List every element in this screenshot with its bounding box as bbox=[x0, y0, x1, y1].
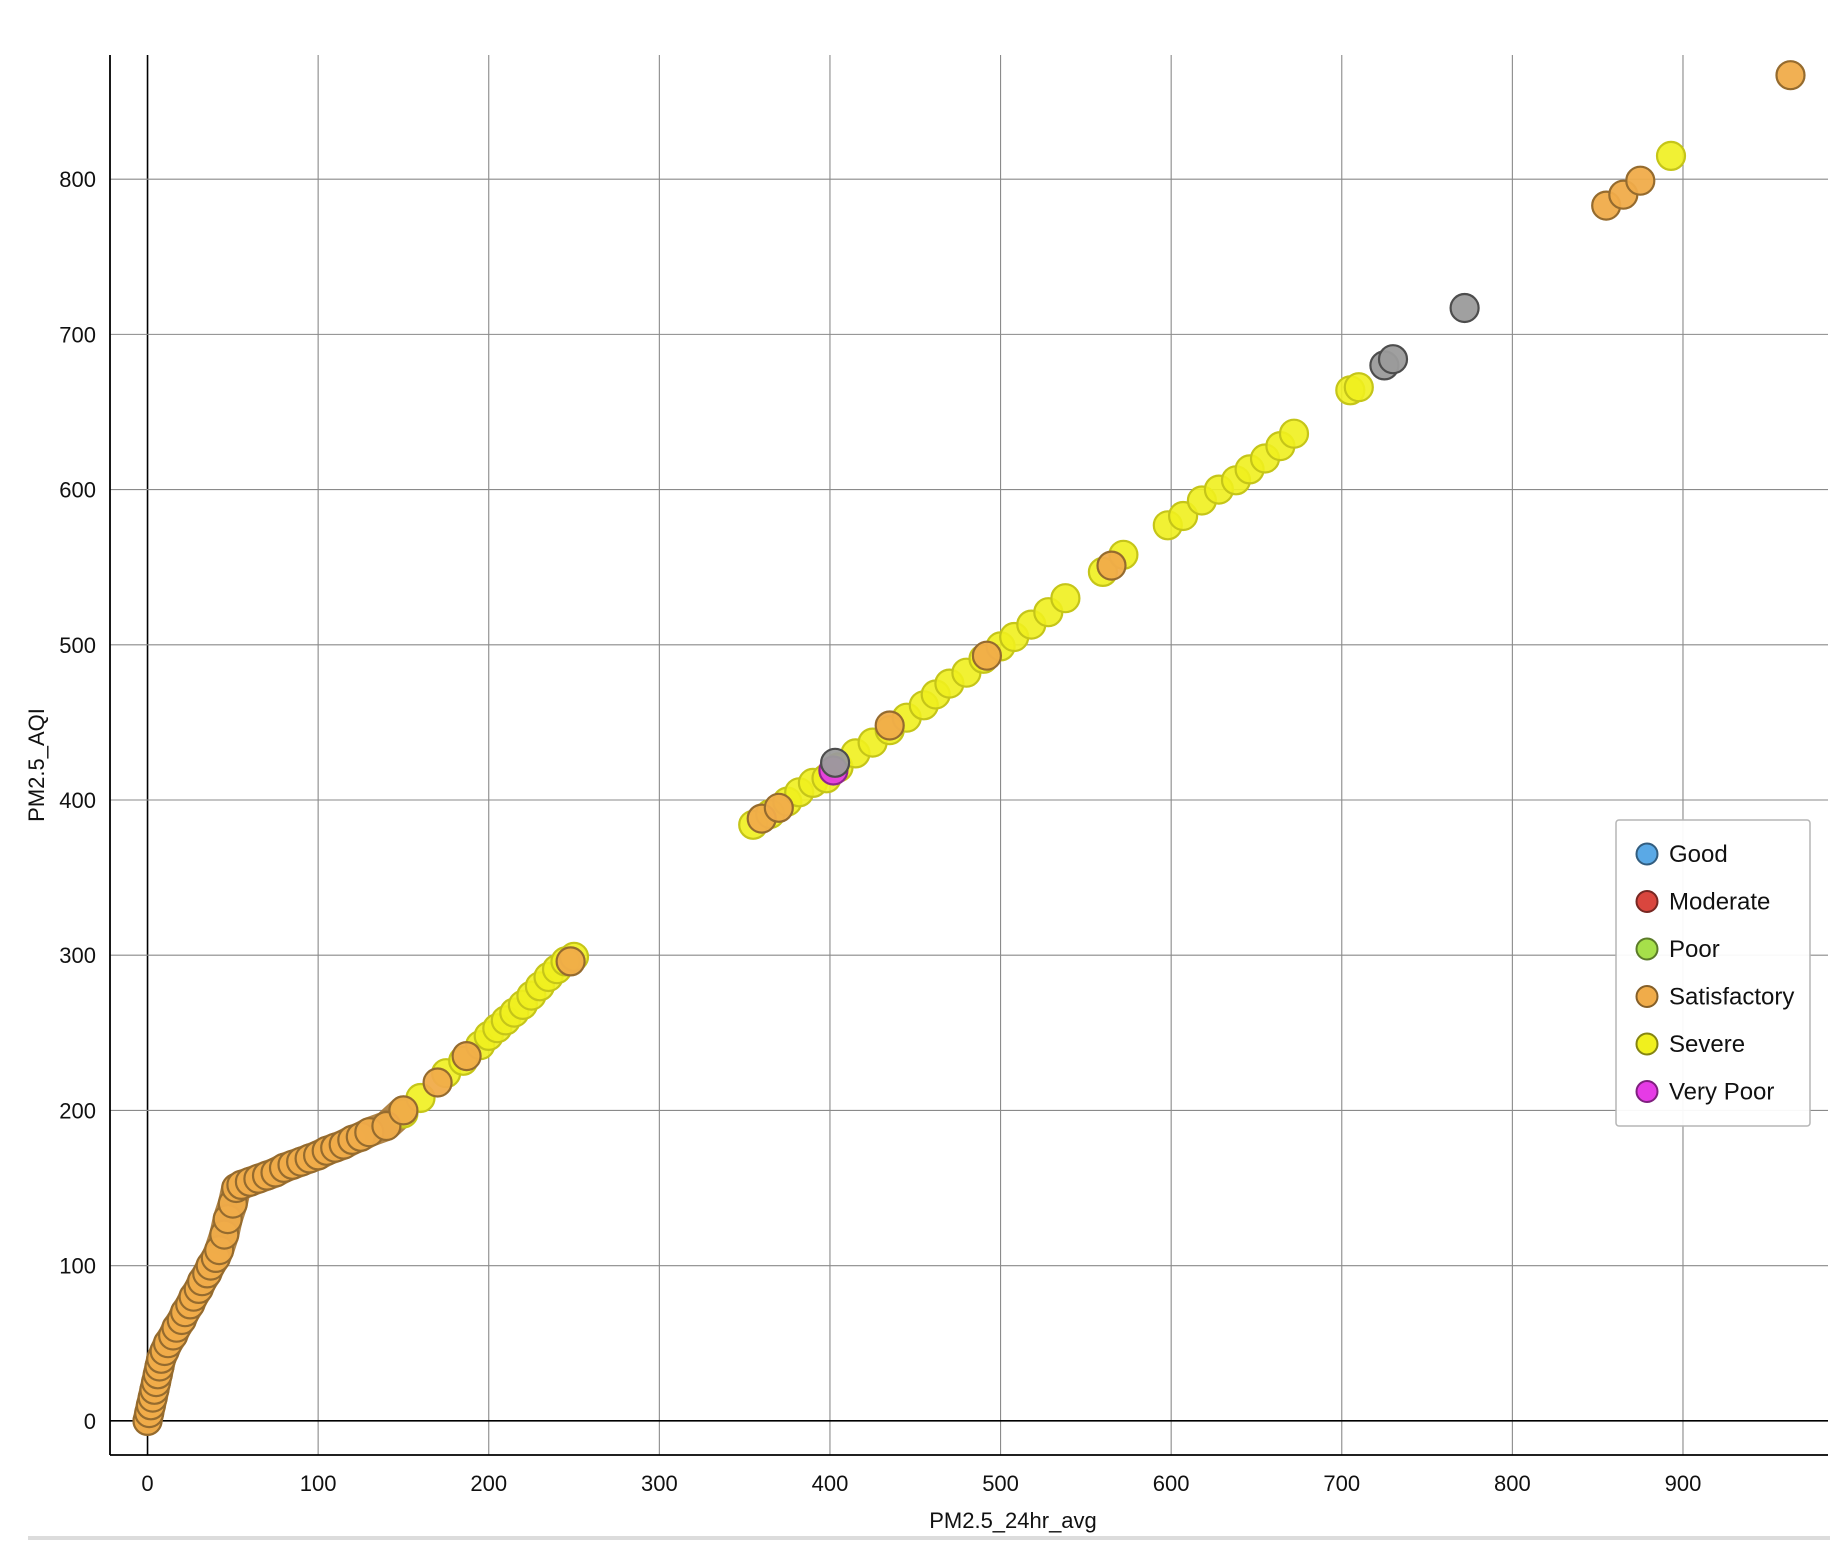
data-point-severe bbox=[1050, 583, 1081, 614]
axes bbox=[28, 55, 1830, 1540]
x-tick-label: 700 bbox=[1323, 1471, 1360, 1496]
legend-marker bbox=[1635, 842, 1659, 866]
data-point-other bbox=[1377, 344, 1409, 375]
x-tick-label: 0 bbox=[141, 1471, 153, 1496]
y-tick-label: 800 bbox=[59, 167, 96, 192]
legend-marker bbox=[1635, 985, 1659, 1008]
data-point-satisfactory bbox=[1096, 550, 1127, 581]
y-tick-label: 700 bbox=[59, 322, 96, 347]
data-point-satisfactory bbox=[874, 710, 905, 741]
legend-box bbox=[1615, 819, 1811, 1127]
x-tick-label: 100 bbox=[300, 1471, 337, 1496]
legend-marker bbox=[1635, 1032, 1659, 1056]
data-points bbox=[132, 60, 1806, 1437]
data-point-satisfactory bbox=[555, 946, 586, 977]
y-tick-label: 100 bbox=[59, 1254, 96, 1279]
x-tick-label: 400 bbox=[812, 1471, 849, 1496]
data-point-satisfactory bbox=[422, 1067, 453, 1098]
data-point-satisfactory bbox=[1625, 165, 1656, 196]
y-tick-label: 300 bbox=[59, 943, 96, 968]
data-point-severe bbox=[1655, 140, 1687, 171]
y-tick-label: 500 bbox=[59, 633, 96, 658]
data-point-other bbox=[819, 747, 851, 778]
legend: Good Moderate Poor Satisfactory Severe Very P… bbox=[1615, 819, 1811, 1127]
legend-label: Poor bbox=[1669, 936, 1720, 963]
legend-marker bbox=[1635, 890, 1659, 913]
legend-label: Moderate bbox=[1669, 889, 1770, 916]
legend-label: Satisfactory bbox=[1669, 984, 1794, 1011]
data-point-severe bbox=[1343, 372, 1374, 403]
data-point-satisfactory bbox=[388, 1095, 419, 1126]
legend-label: Very Poor bbox=[1669, 1079, 1774, 1106]
legend-marker bbox=[1635, 937, 1659, 961]
legend-label: Severe bbox=[1669, 1031, 1745, 1058]
grid bbox=[110, 55, 1828, 1455]
legend-marker bbox=[1635, 1080, 1659, 1103]
y-tick-label: 400 bbox=[59, 788, 96, 813]
data-point-satisfactory bbox=[1775, 60, 1806, 91]
y-tick-label: 0 bbox=[84, 1409, 96, 1434]
legend-label: Good bbox=[1669, 841, 1728, 868]
x-tick-label: 800 bbox=[1494, 1471, 1531, 1496]
tick-labels: 0 100 200 300 400 500 600 700 800 900 0 100 200 300 40… bbox=[59, 167, 1701, 1496]
data-point-severe bbox=[1278, 418, 1310, 449]
x-tick-label: 300 bbox=[641, 1471, 678, 1496]
data-point-satisfactory bbox=[451, 1040, 482, 1072]
x-tick-label: 600 bbox=[1153, 1471, 1190, 1496]
x-tick-label: 900 bbox=[1665, 1471, 1702, 1496]
y-tick-label: 600 bbox=[59, 478, 96, 503]
x-axis-title: PM2.5_24hr_avg bbox=[929, 1508, 1097, 1533]
data-point-satisfactory bbox=[971, 640, 1003, 671]
data-point-satisfactory bbox=[763, 792, 794, 823]
x-tick-label: 500 bbox=[982, 1471, 1019, 1496]
y-tick-label: 200 bbox=[59, 1098, 96, 1123]
y-axis-title: PM2.5_AQI bbox=[24, 708, 49, 822]
x-tick-label: 200 bbox=[470, 1471, 507, 1496]
data-point-other bbox=[1449, 292, 1480, 324]
